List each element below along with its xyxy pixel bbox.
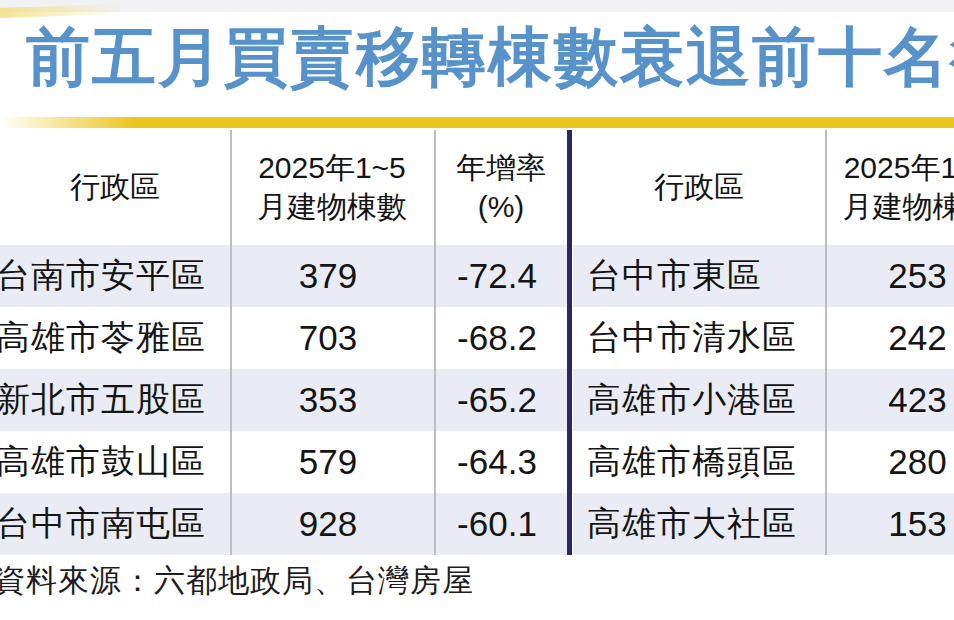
district-cell: 新北市五股區 <box>0 369 226 431</box>
count-cell: 253 <box>825 245 954 307</box>
page-title: 前五月買賣移轉棟數衰退前十名行 <box>26 14 954 101</box>
left-header-count: 2025年1~5 月建物棟數 <box>230 130 434 245</box>
district-cell: 高雄市苓雅區 <box>0 307 226 369</box>
table-row: 高雄市小港區 423 <box>573 369 954 431</box>
left-table-header-row: 行政區 2025年1~5 月建物棟數 年增率 (%) <box>0 130 568 245</box>
count-cell: 423 <box>825 369 954 431</box>
left-header-district: 行政區 <box>0 130 230 245</box>
title-underline-bar <box>0 117 954 128</box>
count-cell: 280 <box>825 431 954 493</box>
column-separator <box>434 130 436 555</box>
left-header-yoy-line2: (%) <box>478 188 525 226</box>
infographic-page: 前五月買賣移轉棟數衰退前十名行 行政區 2025年1~5 月建物棟數 年增率 (… <box>0 0 954 620</box>
table-row: 新北市五股區 353 -65.2 <box>0 369 568 431</box>
count-cell: 928 <box>226 493 430 555</box>
district-cell: 高雄市小港區 <box>573 369 825 431</box>
district-cell: 高雄市鼓山區 <box>0 431 226 493</box>
yoy-cell: -64.3 <box>430 431 564 493</box>
district-cell: 台南市安平區 <box>0 245 226 307</box>
count-cell: 153 <box>825 493 954 555</box>
table-row: 台中市清水區 242 <box>573 307 954 369</box>
top-strip <box>0 0 954 12</box>
data-source: 資料來源：六都地政局、台灣房屋 <box>0 560 474 602</box>
right-header-count-line2: 月建物棟數 <box>843 188 954 226</box>
district-cell: 台中市南屯區 <box>0 493 226 555</box>
table-row: 台中市南屯區 928 -60.1 <box>0 493 568 555</box>
yoy-cell: -68.2 <box>430 307 564 369</box>
left-header-count-line1: 2025年1~5 <box>258 149 406 187</box>
column-separator <box>825 130 827 555</box>
left-header-yoy: 年增率 (%) <box>434 130 568 245</box>
table-row: 台中市東區 253 <box>573 245 954 307</box>
district-cell: 台中市東區 <box>573 245 825 307</box>
count-cell: 579 <box>226 431 430 493</box>
table-row: 高雄市大社區 153 <box>573 493 954 555</box>
right-header-district: 行政區 <box>573 130 825 245</box>
table-row: 高雄市苓雅區 703 -68.2 <box>0 307 568 369</box>
table-divider <box>567 130 572 555</box>
count-cell: 379 <box>226 245 430 307</box>
yoy-cell: -65.2 <box>430 369 564 431</box>
district-cell: 高雄市大社區 <box>573 493 825 555</box>
right-header-count-line1: 2025年1~5 <box>844 149 954 187</box>
table-row: 台南市安平區 379 -72.4 <box>0 245 568 307</box>
table-row: 高雄市橋頭區 280 <box>573 431 954 493</box>
count-cell: 242 <box>825 307 954 369</box>
left-header-yoy-line1: 年增率 <box>456 149 546 187</box>
right-table-header-row: 行政區 2025年1~5 月建物棟數 <box>573 130 954 245</box>
yoy-cell: -72.4 <box>430 245 564 307</box>
district-cell: 高雄市橋頭區 <box>573 431 825 493</box>
count-cell: 703 <box>226 307 430 369</box>
left-table: 行政區 2025年1~5 月建物棟數 年增率 (%) 台南市安平區 379 -7… <box>0 130 568 555</box>
table-area: 行政區 2025年1~5 月建物棟數 年增率 (%) 台南市安平區 379 -7… <box>0 130 954 556</box>
right-header-count: 2025年1~5 月建物棟數 <box>825 130 954 245</box>
right-table: 行政區 2025年1~5 月建物棟數 台中市東區 253 台中市清水區 242 … <box>573 130 954 555</box>
left-header-count-line2: 月建物棟數 <box>257 188 407 226</box>
count-cell: 353 <box>226 369 430 431</box>
column-separator <box>230 130 232 555</box>
table-row: 高雄市鼓山區 579 -64.3 <box>0 431 568 493</box>
yoy-cell: -60.1 <box>430 493 564 555</box>
district-cell: 台中市清水區 <box>573 307 825 369</box>
